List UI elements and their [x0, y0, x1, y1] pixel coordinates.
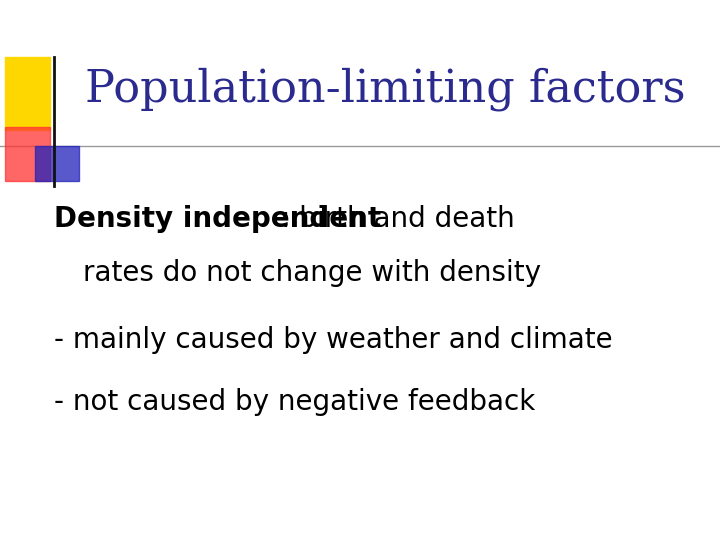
- Bar: [5, 127, 50, 181]
- Bar: [35, 146, 79, 181]
- Text: - mainly caused by weather and climate: - mainly caused by weather and climate: [54, 326, 613, 354]
- Text: rates do not change with density: rates do not change with density: [83, 259, 541, 287]
- Text: - not caused by negative feedback: - not caused by negative feedback: [54, 388, 535, 416]
- Text: : birth and death: : birth and death: [281, 205, 515, 233]
- Text: Population-limiting factors: Population-limiting factors: [85, 68, 685, 111]
- Bar: [5, 57, 50, 130]
- Text: Density independent: Density independent: [54, 205, 381, 233]
